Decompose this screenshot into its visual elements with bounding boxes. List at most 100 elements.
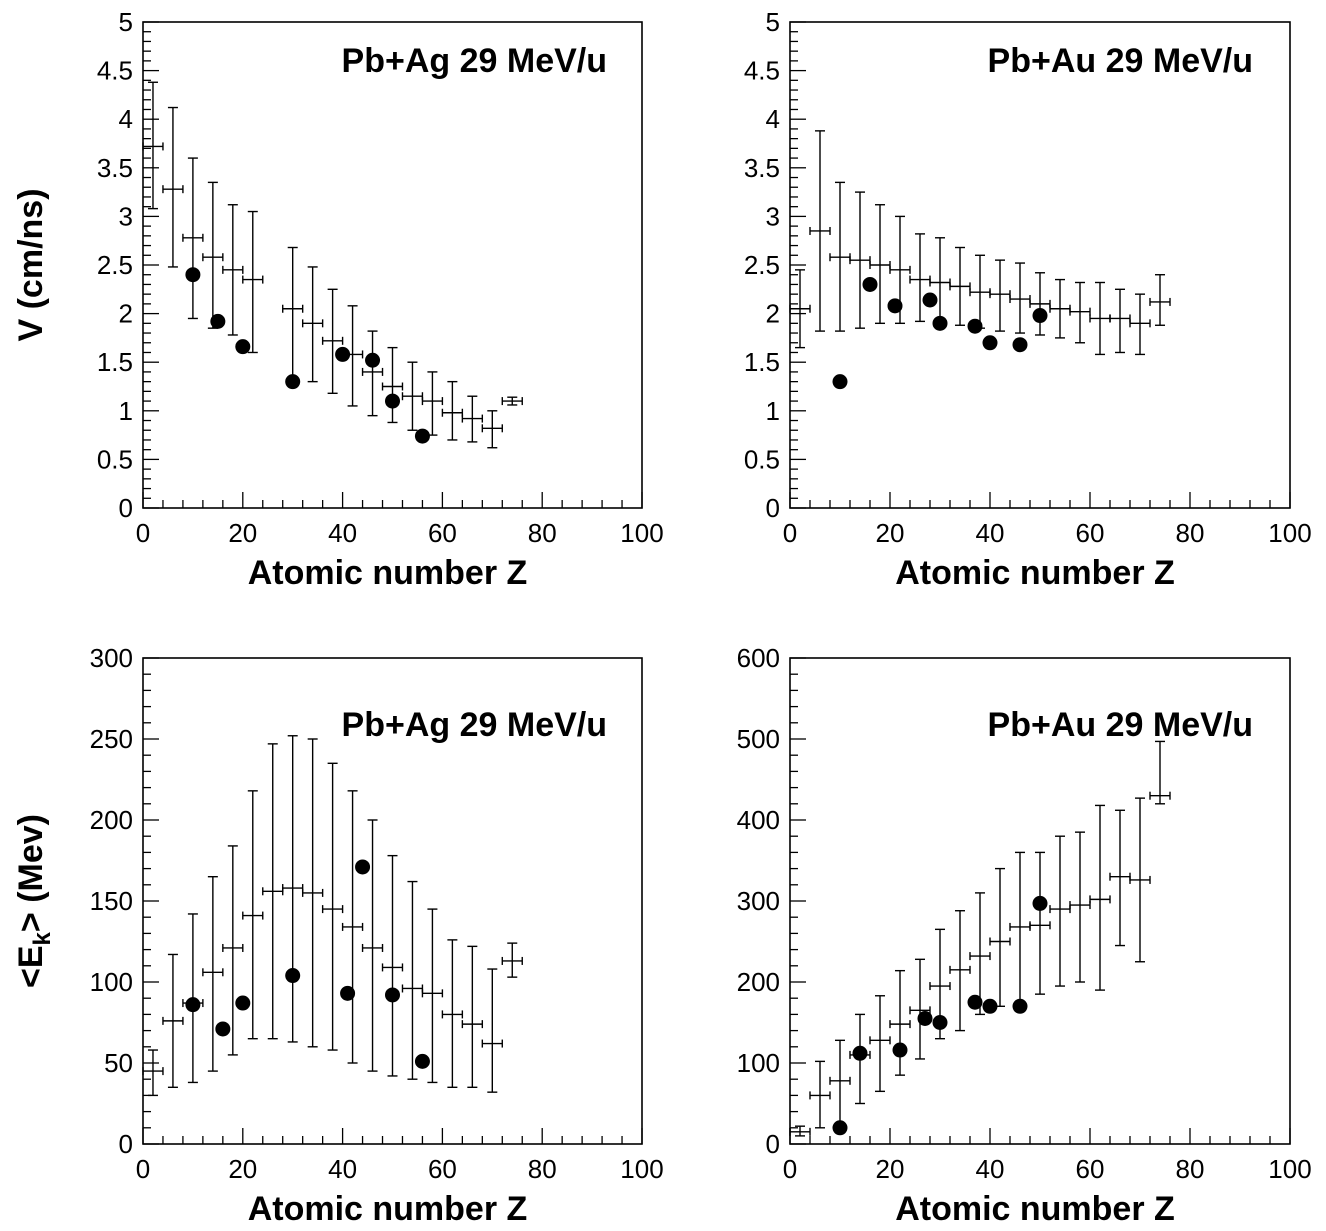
y-tick-label: 2.5 xyxy=(744,250,780,280)
error-bar-point xyxy=(889,969,911,1076)
y-axis-title: <Ek> (Mev) xyxy=(12,814,56,988)
error-bar-point xyxy=(789,269,811,349)
error-bar-point xyxy=(869,204,891,325)
x-tick-label: 0 xyxy=(136,1154,150,1184)
error-bar-point xyxy=(162,953,184,1089)
error-bar-point xyxy=(361,819,384,1072)
x-tick-label: 60 xyxy=(428,518,457,548)
y-tick-label: 1 xyxy=(766,396,780,426)
error-bar-point xyxy=(1069,281,1091,344)
data-point xyxy=(832,374,848,390)
data-point xyxy=(1012,337,1028,353)
data-point xyxy=(932,315,948,331)
data-point xyxy=(340,985,356,1001)
panel-velocity-pb-au: 0 0.5 1 1.5 2 2.5 3 3.5 4 4.5 5 0 20 40 60 80 100 Atomic … xyxy=(744,7,1312,592)
y-tick-label: 3.5 xyxy=(744,153,780,183)
data-point xyxy=(385,393,400,409)
error-bar-point xyxy=(301,266,324,383)
y-tick-label: 0 xyxy=(766,1129,780,1159)
data-point xyxy=(932,1015,948,1030)
error-bar-point xyxy=(501,396,523,406)
y-tick-label: 1 xyxy=(119,396,133,426)
error-bar-point xyxy=(301,738,324,1048)
error-bar-point xyxy=(282,246,304,378)
error-bar-point xyxy=(849,191,871,329)
y-tick-label: 2 xyxy=(766,299,780,329)
x-tick-label: 0 xyxy=(136,518,150,548)
error-bar-point xyxy=(461,395,484,443)
x-tick-label: 100 xyxy=(1268,518,1311,548)
x-axis-title: Atomic number Z xyxy=(248,554,528,592)
data-point xyxy=(285,968,301,984)
data-point xyxy=(982,335,998,351)
data-point xyxy=(887,298,903,314)
error-bar-point xyxy=(142,1049,164,1097)
x-axis-title: Atomic number Z xyxy=(248,1190,528,1228)
x-tick-label: 40 xyxy=(976,518,1005,548)
x-tick-label: 20 xyxy=(876,518,905,548)
error-bar-point xyxy=(1009,851,1031,1003)
error-bar-point xyxy=(222,845,244,1056)
error-bar-point xyxy=(1149,274,1171,326)
error-bar-point xyxy=(481,410,503,449)
error-bar-point xyxy=(381,346,404,424)
y-tick-label: 150 xyxy=(90,886,133,916)
error-bar-point xyxy=(262,743,284,1040)
error-bar-point xyxy=(989,259,1011,332)
y-tick-label: 0.5 xyxy=(744,444,780,474)
error-bar-point xyxy=(1069,831,1091,983)
error-bar-point xyxy=(381,854,404,1077)
y-tick-label: 2.5 xyxy=(97,250,133,280)
data-point xyxy=(215,1021,231,1037)
panel-title: Pb+Ag 29 MeV/u xyxy=(342,42,607,80)
error-bar-point xyxy=(949,246,971,326)
error-bar-point xyxy=(969,892,991,1016)
error-bar-point xyxy=(441,380,464,441)
error-bar-point xyxy=(401,361,424,431)
data-point xyxy=(235,339,251,355)
x-tick-label: 20 xyxy=(228,1154,257,1184)
y-tick-label: 1.5 xyxy=(744,347,780,377)
error-bar-point xyxy=(222,204,244,336)
x-tick-label: 40 xyxy=(976,1154,1005,1184)
x-tick-label: 80 xyxy=(1176,518,1205,548)
error-bar-point xyxy=(829,181,851,332)
y-tick-label: 4.5 xyxy=(744,56,780,86)
x-tick-label: 100 xyxy=(620,1154,663,1184)
error-bar-point xyxy=(1109,809,1131,947)
y-tick-label: 5 xyxy=(119,7,133,37)
error-bar-point xyxy=(242,210,264,354)
data-point xyxy=(385,987,400,1003)
error-bar-point xyxy=(182,157,204,320)
data-point xyxy=(185,267,201,283)
data-point xyxy=(1032,895,1048,911)
y-tick-label: 2 xyxy=(119,299,133,329)
panel-title: Pb+Au 29 MeV/u xyxy=(988,706,1253,744)
data-point xyxy=(355,859,371,875)
error-bar-point xyxy=(401,880,424,1080)
data-point xyxy=(892,1042,908,1058)
error-bar-point xyxy=(1029,272,1051,336)
x-tick-label: 100 xyxy=(620,518,663,548)
error-bar-point xyxy=(809,130,831,332)
error-bar-point xyxy=(929,237,951,323)
y-tick-label: 4 xyxy=(119,104,133,134)
y-tick-label: 400 xyxy=(737,805,780,835)
y-tick-label: 4.5 xyxy=(97,56,133,86)
y-tick-label: 200 xyxy=(90,805,133,835)
error-bar-point xyxy=(829,1039,851,1125)
x-tick-label: 80 xyxy=(528,518,557,548)
data-point xyxy=(285,374,301,390)
error-bar-point xyxy=(1089,281,1111,356)
y-tick-label: 250 xyxy=(90,724,133,754)
data-point xyxy=(852,1045,868,1061)
plot-frame xyxy=(789,21,1291,509)
x-tick-label: 60 xyxy=(428,1154,457,1184)
panel-title: Pb+Ag 29 MeV/u xyxy=(342,706,607,744)
error-bar-point xyxy=(341,305,364,407)
y-tick-label: 3 xyxy=(766,201,780,231)
x-tick-label: 80 xyxy=(1176,1154,1205,1184)
error-bar-point xyxy=(162,106,184,268)
x-tick-label: 0 xyxy=(783,518,797,548)
x-tick-label: 40 xyxy=(328,518,357,548)
